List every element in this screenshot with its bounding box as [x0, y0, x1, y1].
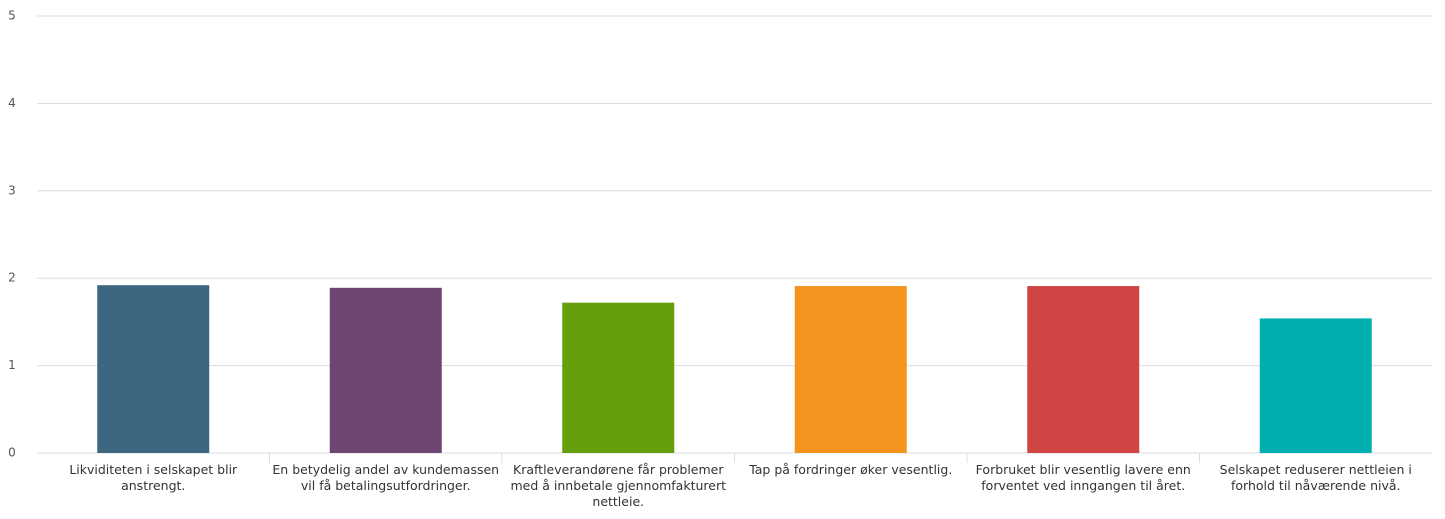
x-tick-label: En betydelig andel av kundemassen vil få… [272, 462, 500, 493]
y-tick-label: 3 [8, 183, 16, 197]
bar [329, 287, 442, 453]
y-tick-label: 5 [8, 9, 16, 23]
x-tick-label: Likviditeten i selskapet blir anstrengt. [69, 462, 238, 493]
x-tick-label: Forbruket blir vesentlig lavere enn forv… [975, 462, 1191, 493]
y-tick-label: 0 [8, 446, 16, 460]
x-tick-label: Selskapet reduserer nettleien i forhold … [1219, 462, 1412, 493]
bar [1027, 286, 1140, 453]
x-tick-label: Tap på fordringer øker vesentlig. [749, 462, 953, 477]
y-tick-label: 1 [8, 358, 16, 372]
bar [97, 285, 210, 453]
x-tick-label: Kraftleverandørene får problemer med å i… [510, 462, 727, 509]
bar [1259, 318, 1372, 453]
y-tick-label: 2 [8, 271, 16, 285]
y-tick-label: 4 [8, 96, 16, 110]
bar [562, 302, 675, 453]
bar [794, 286, 907, 453]
